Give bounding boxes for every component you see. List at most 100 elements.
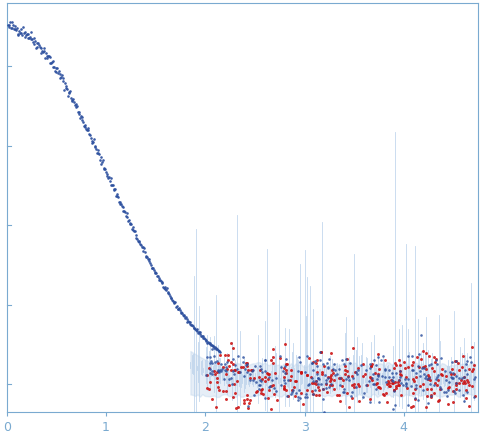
Point xyxy=(47,59,54,66)
Point xyxy=(373,373,381,380)
Point xyxy=(352,384,360,391)
Point xyxy=(9,21,17,28)
Point xyxy=(54,69,62,76)
Point xyxy=(191,326,199,333)
Point xyxy=(457,374,465,381)
Point xyxy=(169,298,177,305)
Point xyxy=(264,370,271,377)
Point xyxy=(42,50,49,57)
Point xyxy=(291,377,299,384)
Point xyxy=(426,392,434,399)
Point xyxy=(281,369,288,376)
Point xyxy=(314,376,322,383)
Point xyxy=(187,321,195,328)
Point xyxy=(155,274,162,281)
Point xyxy=(454,359,461,366)
Point xyxy=(335,382,343,388)
Point xyxy=(378,373,385,380)
Point xyxy=(199,335,207,342)
Point xyxy=(131,227,138,234)
Point xyxy=(201,335,208,342)
Point xyxy=(246,376,253,383)
Point xyxy=(258,369,265,376)
Point xyxy=(208,371,216,378)
Point xyxy=(47,59,55,66)
Point xyxy=(120,208,128,215)
Point xyxy=(270,385,278,392)
Point xyxy=(380,356,388,363)
Point xyxy=(470,373,478,380)
Point xyxy=(407,367,415,374)
Point xyxy=(280,340,288,347)
Point xyxy=(109,181,117,188)
Point xyxy=(341,355,348,362)
Point xyxy=(318,386,326,393)
Point xyxy=(9,19,16,26)
Point xyxy=(410,395,418,402)
Point xyxy=(358,373,366,380)
Point xyxy=(421,404,429,411)
Point xyxy=(205,353,213,360)
Point xyxy=(419,381,426,388)
Point xyxy=(459,377,467,384)
Point xyxy=(355,383,362,390)
Point xyxy=(366,363,374,370)
Point xyxy=(412,385,420,392)
Point xyxy=(72,103,80,110)
Point xyxy=(94,147,101,154)
Point xyxy=(238,353,246,360)
Point xyxy=(70,98,78,105)
Point xyxy=(307,380,315,387)
Point xyxy=(420,371,427,378)
Point xyxy=(107,175,114,182)
Point xyxy=(261,368,268,375)
Point xyxy=(372,375,380,382)
Point xyxy=(443,400,451,407)
Point xyxy=(348,344,356,351)
Point xyxy=(67,94,75,101)
Point xyxy=(361,367,369,374)
Point xyxy=(156,277,164,284)
Point xyxy=(391,383,399,390)
Point xyxy=(203,354,211,361)
Point xyxy=(326,372,334,379)
Point xyxy=(56,75,64,82)
Point xyxy=(304,354,312,361)
Point xyxy=(281,362,288,369)
Point xyxy=(136,240,144,247)
Point xyxy=(303,387,311,394)
Point xyxy=(258,390,266,397)
Point xyxy=(413,353,420,360)
Point xyxy=(403,375,411,382)
Point xyxy=(350,380,358,387)
Point xyxy=(460,379,468,386)
Point xyxy=(295,354,302,361)
Point xyxy=(319,361,326,368)
Point xyxy=(427,393,434,400)
Point xyxy=(392,369,399,376)
Point xyxy=(451,380,459,387)
Point xyxy=(228,381,235,388)
Point xyxy=(300,368,308,375)
Point xyxy=(344,404,352,411)
Point xyxy=(444,378,452,385)
Point xyxy=(469,361,477,368)
Point xyxy=(242,391,250,398)
Point xyxy=(17,26,24,33)
Point xyxy=(420,363,428,370)
Point xyxy=(139,247,147,254)
Point xyxy=(328,382,336,388)
Point xyxy=(441,373,449,380)
Point xyxy=(218,365,226,372)
Point xyxy=(406,403,414,410)
Point xyxy=(212,378,220,385)
Point xyxy=(266,382,274,389)
Point xyxy=(281,380,288,387)
Point xyxy=(223,356,231,363)
Point xyxy=(408,389,416,396)
Point xyxy=(281,386,289,393)
Point xyxy=(183,318,191,325)
Point xyxy=(26,34,34,41)
Point xyxy=(289,383,297,390)
Point xyxy=(388,378,396,385)
